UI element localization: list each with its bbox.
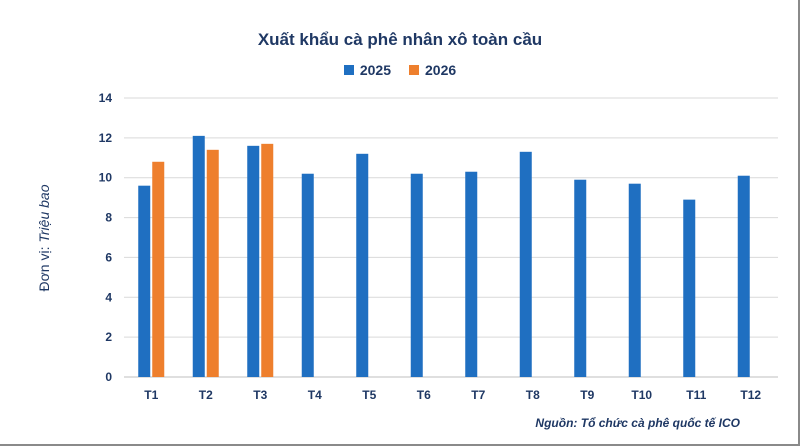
bar-2025-T12 <box>737 175 750 377</box>
bar-2025-T1 <box>138 185 151 377</box>
x-tick-label: T10 <box>631 388 652 402</box>
bar-2025-T6 <box>410 173 423 377</box>
x-tick-label: T11 <box>686 388 706 402</box>
y-tick-label: 10 <box>99 171 113 185</box>
x-tick-label: T12 <box>740 388 761 402</box>
bar-2026-T2 <box>206 149 219 377</box>
bar-2025-T5 <box>356 153 369 377</box>
bar-2025-T9 <box>574 179 587 377</box>
bar-2026-T1 <box>152 161 165 377</box>
legend-swatch-2025 <box>343 65 354 75</box>
y-tick-label: 0 <box>105 370 112 384</box>
legend-label-2026: 2026 <box>425 62 457 78</box>
y-tick-label: 8 <box>105 211 112 225</box>
bar-2025-T2 <box>192 135 205 377</box>
x-tick-label: T8 <box>526 388 540 402</box>
chart-legend: 2025 2026 <box>0 62 800 78</box>
x-tick-label: T2 <box>199 388 213 402</box>
bar-2026-T3 <box>261 143 274 377</box>
y-tick-label: 6 <box>105 250 112 264</box>
x-tick-label: T1 <box>144 388 158 402</box>
x-tick-label: T6 <box>417 388 431 402</box>
bar-2025-T7 <box>465 171 478 377</box>
y-tick-label: 2 <box>105 330 112 344</box>
x-tick-label: T7 <box>471 388 485 402</box>
x-tick-label: T3 <box>253 388 267 402</box>
y-tick-label: 12 <box>99 131 113 145</box>
y-tick-label: 4 <box>105 290 112 304</box>
y-tick-label: 14 <box>99 91 113 105</box>
legend-label-2025: 2025 <box>359 62 391 78</box>
bar-2025-T8 <box>519 151 532 377</box>
x-tick-label: T9 <box>580 388 594 402</box>
x-tick-label: T4 <box>308 388 322 402</box>
bar-2025-T4 <box>301 173 314 377</box>
legend-item-2025: 2025 <box>343 62 391 78</box>
bar-2025-T10 <box>628 183 641 377</box>
bar-2025-T11 <box>683 199 696 377</box>
bar-2025-T3 <box>247 145 260 377</box>
chart-title: Xuất khẩu cà phê nhân xô toàn cầu <box>257 30 543 49</box>
source-note: Nguồn: Tổ chức cà phê quốc tế ICO <box>535 416 740 430</box>
legend-swatch-2026 <box>409 65 419 75</box>
x-tick-label: T5 <box>362 388 376 402</box>
legend-item-2026: 2026 <box>409 62 456 78</box>
